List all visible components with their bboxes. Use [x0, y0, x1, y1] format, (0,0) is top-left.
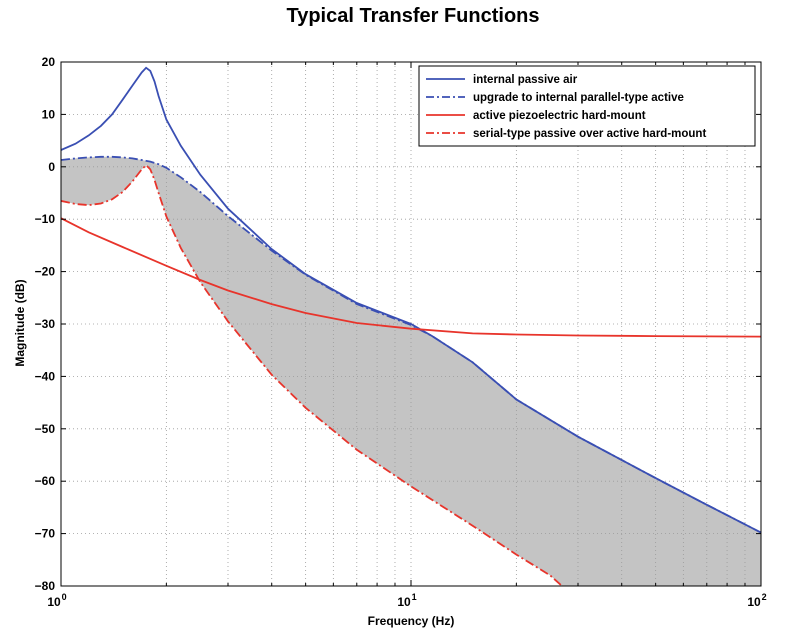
legend-label: active piezoelectric hard-mount: [473, 110, 646, 122]
y-tick-label: −70: [35, 527, 56, 541]
x-tick-label: 102: [747, 592, 766, 609]
legend-label: serial-type passive over active hard-mou…: [473, 128, 706, 140]
chart-title: Typical Transfer Functions: [286, 5, 539, 27]
x-tick-label: 100: [47, 592, 66, 609]
legend-label: upgrade to internal parallel-type active: [473, 92, 684, 104]
y-tick-label: −40: [35, 369, 56, 383]
grid-lines: [61, 62, 761, 586]
y-tick-label: 20: [42, 55, 56, 69]
y-tick-label: −10: [35, 212, 56, 226]
series-line-4: [61, 163, 563, 586]
y-tick-label: 10: [42, 107, 56, 121]
tick-marks: [60, 61, 762, 587]
x-axis-label: Frequency (Hz): [368, 614, 455, 628]
x-tick-label: 101: [397, 592, 416, 609]
y-tick-label: −30: [35, 317, 56, 331]
y-tick-label: −50: [35, 422, 56, 436]
y-tick-label: −20: [35, 265, 56, 279]
legend-box: [418, 65, 756, 147]
series-line-3: [61, 217, 761, 338]
y-tick-label: −60: [35, 474, 56, 488]
y-axis-label: Magnitude (dB): [13, 279, 27, 366]
y-tick-label: −80: [35, 579, 56, 593]
shaded-region: [61, 156, 761, 586]
legend-label: internal passive air: [473, 74, 578, 86]
legend: internal passive air upgrade to internal …: [418, 65, 756, 147]
y-tick-label: 0: [48, 160, 55, 174]
series-line-2: [61, 155, 761, 534]
